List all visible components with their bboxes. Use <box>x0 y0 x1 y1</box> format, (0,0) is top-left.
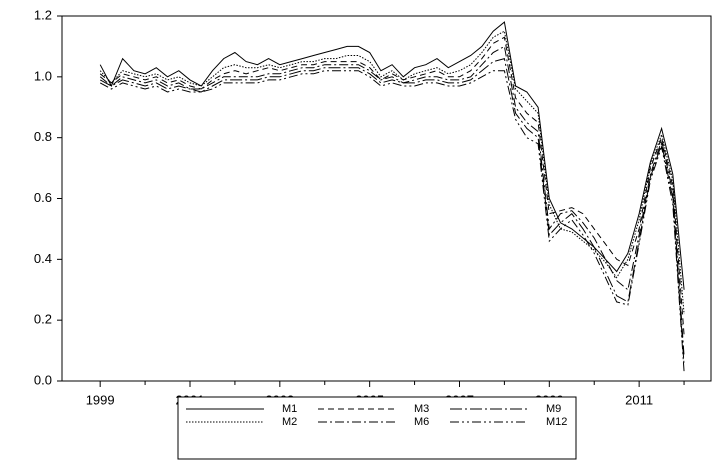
series-line <box>99 45 685 357</box>
series-line <box>99 21 685 290</box>
y-tick-label: 0.8 <box>34 129 52 144</box>
legend-label: M3 <box>414 403 429 415</box>
legend-label: M9 <box>546 403 561 415</box>
legend-label: M1 <box>282 403 297 415</box>
series-line <box>99 70 685 372</box>
series-line <box>99 30 685 315</box>
y-tick-label: 1.2 <box>34 7 52 22</box>
series-line <box>99 57 685 366</box>
legend-label: M6 <box>414 416 429 428</box>
y-tick-label: 0.6 <box>34 190 52 205</box>
y-tick-label: 1.0 <box>34 68 52 83</box>
legend-label: M2 <box>282 416 297 428</box>
y-tick-label: 0.2 <box>34 312 52 327</box>
legend-label: M12 <box>546 416 567 428</box>
legend-box <box>177 396 577 460</box>
y-tick-label: 0.0 <box>34 372 52 387</box>
x-tick-label: 1999 <box>86 392 115 407</box>
x-tick-label: 2011 <box>625 392 653 407</box>
y-tick-label: 0.4 <box>34 251 52 266</box>
series-line <box>99 36 685 336</box>
